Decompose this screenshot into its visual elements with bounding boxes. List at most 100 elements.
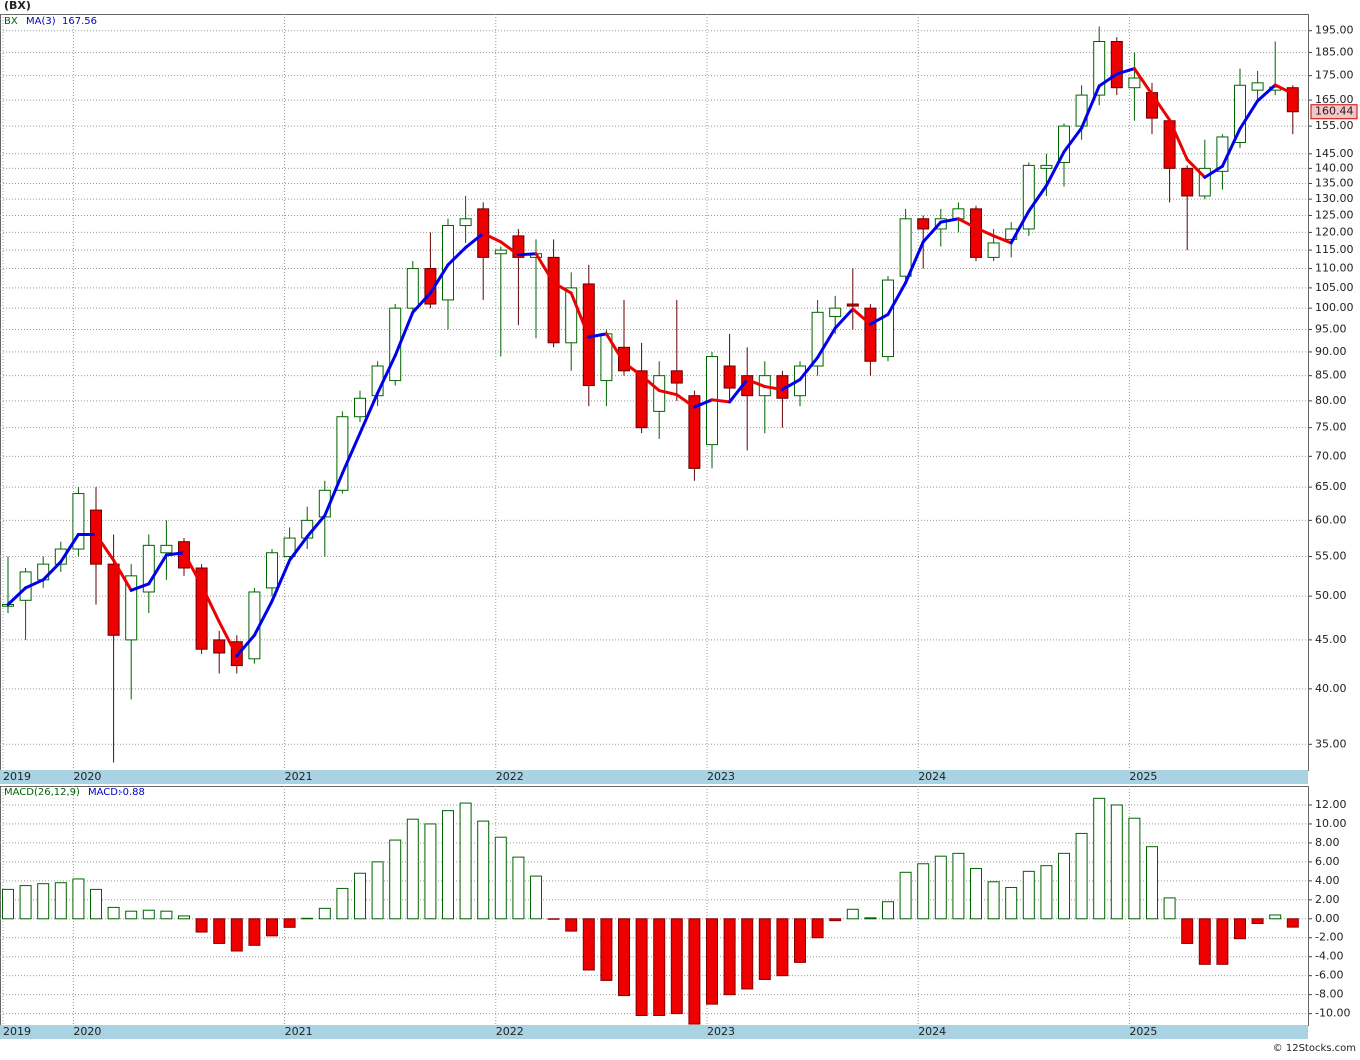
macd-bar (1005, 886, 1018, 920)
macd-bar (72, 878, 85, 920)
macd-bar (653, 918, 666, 1017)
ma-segment (851, 307, 872, 326)
macd-bar (741, 918, 754, 990)
macd-bar (530, 875, 542, 920)
ma-segment (622, 361, 644, 378)
macd-bar (934, 855, 947, 920)
ma-segment (446, 246, 468, 267)
macd-bar (354, 872, 366, 920)
ma-segment (1044, 150, 1066, 188)
candle-body (670, 370, 683, 384)
ma-segment (1256, 83, 1277, 103)
macd-bar (1286, 918, 1299, 928)
x-tick-label: 2020 (73, 1025, 101, 1038)
macd-bar (1216, 918, 1229, 965)
y-tick-label: 105.00 (1315, 281, 1354, 294)
candle-body (565, 287, 578, 344)
x-tick-label: 2023 (707, 770, 735, 783)
ma-segment (710, 398, 732, 404)
macd-bar (336, 887, 349, 920)
macd-bar (424, 823, 437, 920)
macd-bar (301, 917, 314, 920)
macd-bar (618, 918, 630, 997)
macd-bar (1093, 797, 1106, 920)
macd-bar (846, 908, 859, 920)
y-tick-label: 50.00 (1315, 589, 1347, 602)
macd-bar (1058, 852, 1070, 920)
macd-bar (178, 915, 190, 920)
ma-segment (6, 586, 28, 607)
candle-body (1181, 167, 1194, 197)
macd-bar (1146, 846, 1158, 920)
candle-body (125, 575, 138, 641)
candle-body (90, 509, 102, 565)
x-tick-label: 2019 (3, 770, 31, 783)
ma-segment (1027, 184, 1048, 213)
y-tick-label: 95.00 (1315, 322, 1347, 335)
ma-segment (1115, 67, 1136, 76)
y-tick-label: 10.00 (1315, 817, 1347, 830)
ma-segment (288, 535, 309, 562)
candle-body (811, 311, 824, 367)
x-tick-label: 2019 (3, 1025, 31, 1038)
ma-segment (534, 252, 556, 285)
candle-body (688, 395, 701, 469)
candle-body (459, 218, 472, 227)
ma-segment (358, 391, 380, 435)
ma-segment (147, 553, 168, 586)
candle-body (160, 544, 173, 554)
footer: © 12Stocks.com (1273, 1043, 1356, 1054)
y-tick-label: 8.00 (1315, 836, 1340, 849)
ma-segment (992, 234, 1013, 245)
ma-segment (1097, 72, 1119, 88)
ma-segment (129, 582, 151, 592)
macd-bar (459, 802, 472, 920)
candle-body (266, 552, 278, 589)
ma-segment (182, 551, 204, 587)
macd-bar (952, 852, 965, 920)
candle-body (547, 256, 560, 344)
candle-body (336, 416, 349, 491)
ma-segment (1062, 126, 1084, 154)
y-tick-label: -8.00 (1315, 988, 1343, 1001)
macd-bar (54, 882, 67, 920)
y-tick-label: 80.00 (1315, 394, 1347, 407)
macd-bar (1075, 832, 1088, 920)
candle-body (1286, 87, 1299, 113)
ma-segment (41, 560, 63, 582)
macd-bar (547, 918, 560, 920)
y-tick-label: 6.00 (1315, 855, 1340, 868)
macd-bar (1022, 870, 1035, 920)
ma-segment (763, 385, 784, 392)
ma-segment (464, 231, 485, 250)
candle-body (1128, 77, 1141, 89)
ma-segment (745, 378, 767, 389)
y-tick-label: 140.00 (1315, 161, 1354, 174)
macd-bar (160, 910, 173, 920)
ma-segment (974, 226, 996, 238)
ma-segment (1150, 92, 1172, 122)
ma-segment (340, 431, 362, 475)
y-tick-label: 115.00 (1315, 243, 1354, 256)
ma-segment (376, 354, 397, 395)
ma-segment (393, 310, 415, 358)
ma-segment (816, 326, 837, 359)
macd-title: MACD(26,12,9) (4, 787, 80, 798)
y-tick-label: 75.00 (1315, 421, 1347, 434)
ma-segment (112, 558, 133, 592)
macd-legend: MACD: (88, 787, 121, 798)
ma-segment (1238, 99, 1260, 131)
candle-body (494, 249, 507, 255)
y-tick-label: 155.00 (1315, 119, 1354, 132)
ma-segment (868, 312, 890, 326)
date-bar (0, 1025, 1308, 1039)
macd-bar (512, 856, 525, 920)
ma-segment (305, 514, 327, 539)
ma-segment (252, 599, 274, 637)
macd-bar (1181, 918, 1194, 944)
candle-body (512, 235, 525, 258)
macd-bar (600, 918, 613, 981)
y-tick-label: 100.00 (1315, 301, 1354, 314)
y-tick-label: 2.00 (1315, 893, 1340, 906)
y-tick-label: 175.00 (1315, 69, 1354, 82)
